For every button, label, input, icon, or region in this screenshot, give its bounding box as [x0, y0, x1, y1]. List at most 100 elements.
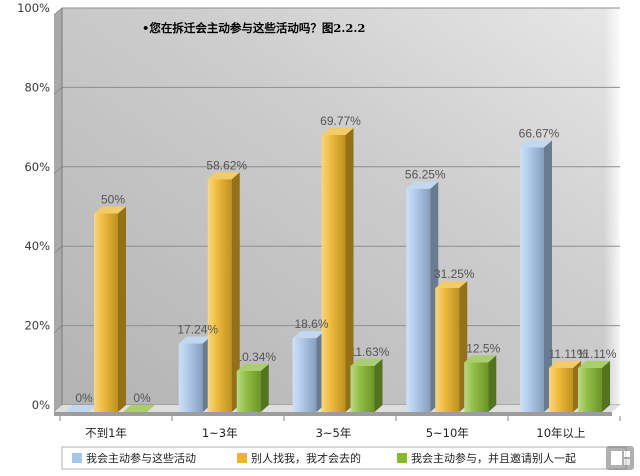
data-label: 17.24%: [177, 323, 218, 337]
plot-left-wall: [54, 8, 62, 412]
bar-front: [406, 188, 431, 412]
bar-top: [236, 363, 269, 371]
x-tick-label: 3~5年: [316, 426, 352, 440]
x-tick-label: 10年以上: [536, 426, 585, 440]
bar-top: [207, 172, 240, 180]
data-label: 50%: [101, 193, 125, 207]
bar-top: [406, 181, 439, 189]
data-label: 11.11%: [578, 347, 617, 361]
bar-side: [544, 140, 552, 412]
data-label: 11.11%: [549, 347, 588, 361]
y-tick-label: 40%: [24, 239, 50, 253]
bar: [65, 405, 97, 412]
y-axis-tick-labels: 0% 20% 40% 60% 80% 100%: [17, 1, 50, 412]
legend-item: 我会主动参与，并且邀请别人一起: [397, 451, 576, 465]
plot-floor-edge: [54, 412, 612, 416]
gridline-wall: [53, 7, 63, 16]
bar: [292, 331, 325, 412]
data-label: 18.6%: [294, 317, 328, 331]
bar-side: [118, 206, 126, 412]
legend: 我会主动参与这些活动 别人找我，我才会去的 我会主动参与，并且邀请别人一起: [61, 446, 627, 470]
data-label: 10.34%: [235, 350, 276, 364]
bar-top: [549, 360, 581, 368]
y-tick-label: 100%: [17, 1, 50, 15]
plot-right-highlight: [604, 8, 620, 405]
gridline-wall: [53, 245, 63, 254]
data-label: 66.67%: [519, 126, 560, 140]
bar-top: [65, 405, 97, 412]
data-labels-behind-bars: 0% 10.34% 11.63% 12.5% 11.11%: [133, 341, 616, 405]
bar: [123, 405, 155, 412]
legend-swatch: [237, 453, 247, 463]
bar-top: [578, 360, 610, 368]
bar-front: [578, 367, 602, 412]
watermark-icon: [606, 446, 634, 470]
bar-top: [520, 140, 552, 148]
legend-swatch: [397, 453, 407, 463]
bar-top: [464, 355, 497, 363]
bar-side: [260, 363, 269, 412]
bar-front: [464, 362, 489, 412]
x-axis: 不到1年 1~3年 3~5年 5~10年 10年以上: [59, 416, 621, 440]
legend-item: 我会主动参与这些活动: [72, 451, 196, 465]
bar: [549, 360, 581, 412]
x-tick-label: 不到1年: [85, 426, 127, 440]
bar-side: [488, 355, 497, 412]
bar: [178, 336, 211, 412]
legend-label: 别人找我，我才会去的: [251, 451, 361, 465]
bar: [520, 140, 552, 412]
data-labels: 0% 50% 17.24% 58.62% 18.6% 69.77% 56.25% 31.25%…: [75, 114, 587, 405]
x-tick-label: 5~10年: [426, 426, 469, 440]
bar-front: [321, 135, 346, 412]
bar-top: [435, 280, 468, 288]
bar: [406, 181, 439, 412]
data-label: 56.25%: [405, 168, 446, 182]
data-label: 11.63%: [350, 345, 390, 359]
bar: [464, 355, 497, 412]
bar-side: [602, 360, 610, 412]
bar-top: [94, 206, 126, 214]
bar-front: [207, 179, 232, 412]
legend-item: 别人找我，我才会去的: [237, 451, 361, 465]
bar-front: [350, 365, 375, 412]
data-label: 58.62%: [206, 158, 247, 172]
chart-title: •您在拆迁会主动参与这些活动吗？图2.2.2: [142, 21, 365, 35]
bar-side: [345, 128, 354, 412]
legend-label: 我会主动参与，并且邀请别人一起: [411, 451, 576, 465]
bars: [65, 128, 610, 412]
x-tick-label: 1~3年: [202, 426, 238, 440]
data-label: 31.25%: [434, 267, 475, 281]
bar: [94, 206, 126, 412]
bar-front: [435, 287, 460, 412]
bar-front: [520, 147, 544, 412]
bar-front: [236, 370, 261, 412]
data-label: 69.77%: [320, 114, 361, 128]
gridline-wall: [53, 166, 63, 175]
bar-front: [94, 213, 118, 412]
gridline-wall: [53, 87, 63, 95]
y-tick-label: 20%: [24, 319, 50, 333]
y-tick-label: 60%: [24, 160, 50, 174]
bar-top: [178, 336, 211, 344]
bar-front: [549, 367, 573, 412]
bar-top: [292, 331, 325, 339]
legend-swatch: [72, 453, 82, 463]
bar: [207, 172, 240, 412]
data-label: 12.5%: [466, 341, 500, 355]
bar-top: [321, 128, 354, 136]
bar-side: [374, 358, 383, 412]
bar: [350, 358, 383, 412]
bar: [236, 363, 269, 412]
y-tick-label: 80%: [24, 80, 50, 94]
bar-front: [178, 343, 203, 412]
bar-side: [231, 172, 240, 412]
data-label: 0%: [75, 391, 93, 405]
data-label: 0%: [133, 391, 151, 405]
gridline-wall: [53, 325, 63, 333]
legend-label: 我会主动参与这些活动: [86, 451, 196, 465]
bar: [578, 360, 610, 412]
bar-top: [350, 358, 383, 366]
bar: [321, 128, 354, 412]
y-tick-label: 0%: [32, 398, 50, 412]
